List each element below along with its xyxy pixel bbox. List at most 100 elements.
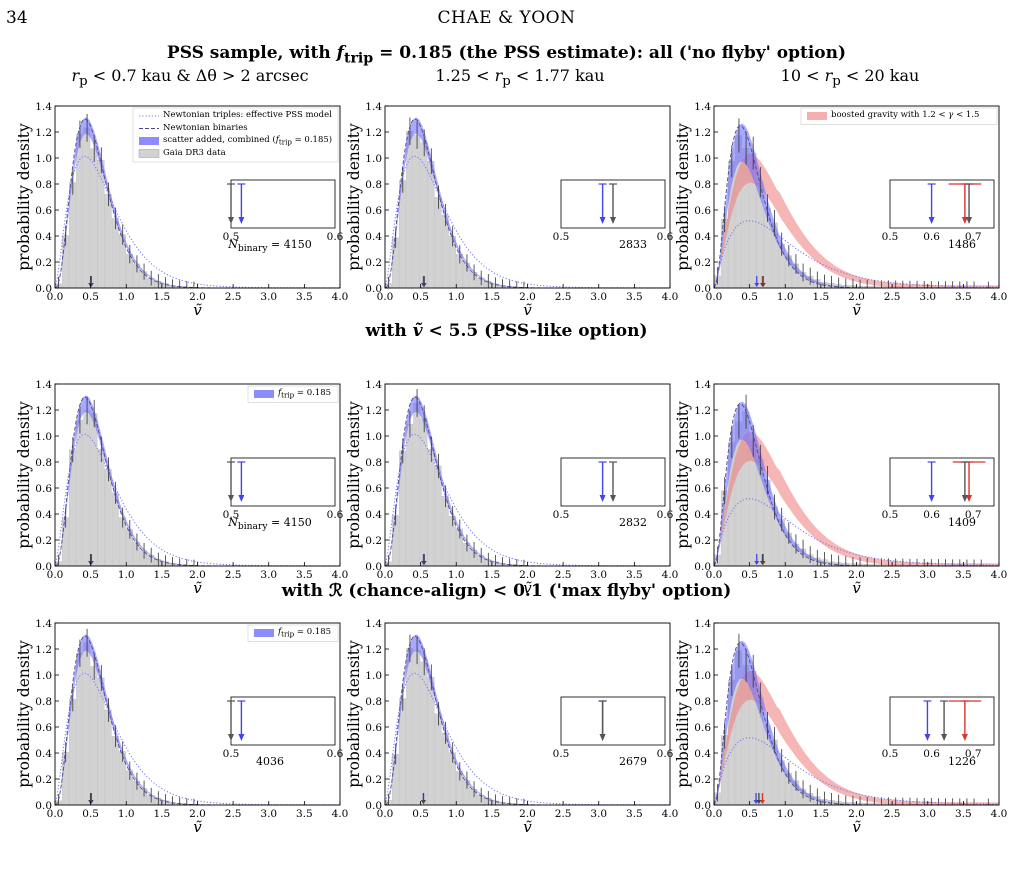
x-tick-label: 2.0 [848, 569, 865, 581]
x-tick-label: 0.5 [82, 569, 99, 581]
x-tick-label: 0.5 [412, 569, 429, 581]
inset-median-newton-arrow-head [238, 734, 245, 741]
median-newton-marker-head [754, 561, 760, 565]
median-inset [230, 179, 336, 229]
newtonian-triples-curve [713, 220, 999, 289]
x-axis-label: ṽ [852, 818, 861, 836]
x-tick-label: 0.0 [706, 569, 723, 581]
inset-tick-label: 0.5 [553, 231, 570, 243]
y-tick-label: 1.4 [35, 618, 52, 630]
x-tick-label: 3.5 [626, 291, 643, 303]
legend-swatch-combined [254, 629, 274, 637]
histogram-bar [97, 160, 105, 289]
inset-median-data-arrow-head [941, 734, 948, 741]
histogram-bar [420, 418, 428, 567]
x-tick-label: 1.0 [448, 291, 465, 303]
x-tick-label: 3.0 [919, 808, 936, 820]
y-tick-label: 0.8 [694, 179, 711, 191]
newtonian-combined-band [385, 634, 670, 805]
median-data-marker-head [421, 561, 427, 565]
x-tick-label: 0.0 [47, 808, 64, 820]
y-tick-label: 1.2 [35, 405, 52, 417]
inset-median-newton-arrow-head [238, 217, 245, 224]
panel-2-2: 0.0 0.5 1.0 1.5 2.0 2.5 3.0 3.5 4.0 0.0 0.2 0.4 0.6 0… [345, 379, 678, 597]
y-tick-label: 0.6 [694, 205, 711, 217]
panel-1-2: 0.0 0.5 1.0 1.5 2.0 2.5 3.0 3.5 4.0 0.0 0.2 0.4 0.6 0… [345, 101, 678, 319]
inset-tick-label: 0.7 [965, 509, 982, 521]
figure-row-title-2: with ṽ < 5.5 (PSS-like option) [365, 321, 648, 341]
y-tick-label: 0.0 [365, 283, 382, 295]
inset-tick-label: 0.5 [882, 231, 899, 243]
histogram-bar [434, 713, 442, 806]
sample-count-label: Nbinary = 4150 [228, 238, 312, 254]
sample-count-label: 4036 [256, 755, 284, 768]
y-tick-label: 0.0 [694, 800, 711, 812]
x-tick-label: 3.0 [260, 808, 277, 820]
boosted-gravity-band [714, 671, 999, 805]
y-axis-label: probability density [674, 123, 692, 271]
x-tick-label: 0.0 [706, 291, 723, 303]
y-tick-label: 0.4 [365, 509, 382, 521]
y-tick-label: 1.4 [35, 101, 52, 113]
inset-median-newton-arrow-head [924, 734, 931, 741]
inset-median-newton-arrow-head [599, 217, 606, 224]
histogram-bar [104, 194, 112, 289]
inset-tick-label: 0.6 [923, 748, 940, 760]
inset-tick-label: 0.6 [327, 509, 344, 521]
x-tick-label: 3.5 [955, 569, 972, 581]
y-tick-label: 0.2 [694, 535, 711, 547]
x-tick-label: 0.0 [47, 291, 64, 303]
panel-3-1: 0.0 0.5 1.0 1.5 2.0 2.5 3.0 3.5 4.0 0.0 0.2 0.4 0.6 0… [15, 618, 348, 836]
median-data-marker-head [756, 800, 762, 804]
panel-3-2: 0.0 0.5 1.0 1.5 2.0 2.5 3.0 3.5 4.0 0.0 0.2 0.4 0.6 0… [345, 618, 678, 836]
median-data-marker-head [760, 283, 766, 287]
y-tick-label: 0.2 [694, 257, 711, 269]
median-inset [560, 696, 666, 746]
y-axis-label: probability density [674, 401, 692, 549]
median-inset [889, 179, 995, 229]
newtonian-combined-band [55, 634, 340, 805]
y-axis-label: probability density [345, 640, 363, 788]
panel-3-3: 0.0 0.5 1.0 1.5 2.0 2.5 3.0 3.5 4.0 0.0 0.2 0.4 0.6 0… [674, 618, 1007, 836]
x-tick-label: 2.0 [189, 569, 206, 581]
legend-label: ftrip = 0.185 [278, 388, 331, 400]
y-tick-label: 0.4 [694, 748, 711, 760]
histogram-bar [413, 135, 421, 289]
inset-tick-label: 0.6 [657, 748, 674, 760]
histogram-bar [420, 661, 428, 806]
histogram-bar [104, 709, 112, 806]
x-tick-label: 1.5 [813, 291, 830, 303]
y-tick-label: 0.4 [35, 509, 52, 521]
inset-tick-label: 0.5 [223, 748, 240, 760]
inset-median-newton-arrow-head [928, 495, 935, 502]
figure-row-title-3: with ℛ (chance-align) < 0.1 ('max flyby'… [281, 581, 732, 601]
x-tick-label: 2.0 [519, 808, 536, 820]
newtonian-combined-band [714, 123, 999, 288]
inset-tick-label: 0.6 [923, 509, 940, 521]
panel-1-3: 0.0 0.5 1.0 1.5 2.0 2.5 3.0 3.5 4.0 0.0 0.2 0.4 0.6 0… [674, 101, 1007, 319]
median-data-marker-head [420, 800, 426, 804]
y-tick-label: 0.6 [365, 722, 382, 734]
y-tick-label: 1.0 [694, 153, 711, 165]
legend-frame [800, 107, 998, 125]
histogram-bar [97, 449, 105, 567]
median-inset [889, 696, 995, 746]
x-tick-label: 2.0 [848, 808, 865, 820]
x-tick-label: 3.0 [590, 291, 607, 303]
inset-tick-label: 0.6 [923, 231, 940, 243]
y-tick-label: 1.2 [694, 644, 711, 656]
y-tick-label: 1.0 [35, 153, 52, 165]
x-tick-label: 4.0 [332, 808, 349, 820]
histogram-bar [83, 127, 91, 289]
y-tick-label: 0.0 [694, 561, 711, 573]
x-tick-label: 4.0 [991, 569, 1008, 581]
x-tick-label: 1.0 [777, 569, 794, 581]
y-tick-label: 0.4 [694, 231, 711, 243]
y-tick-label: 1.2 [694, 127, 711, 139]
inset-median-newton-arrow-head [238, 495, 245, 502]
y-tick-label: 0.8 [35, 457, 52, 469]
y-tick-label: 0.0 [35, 800, 52, 812]
y-tick-label: 0.2 [365, 774, 382, 786]
x-tick-label: 3.5 [296, 569, 313, 581]
y-tick-label: 1.0 [365, 431, 382, 443]
